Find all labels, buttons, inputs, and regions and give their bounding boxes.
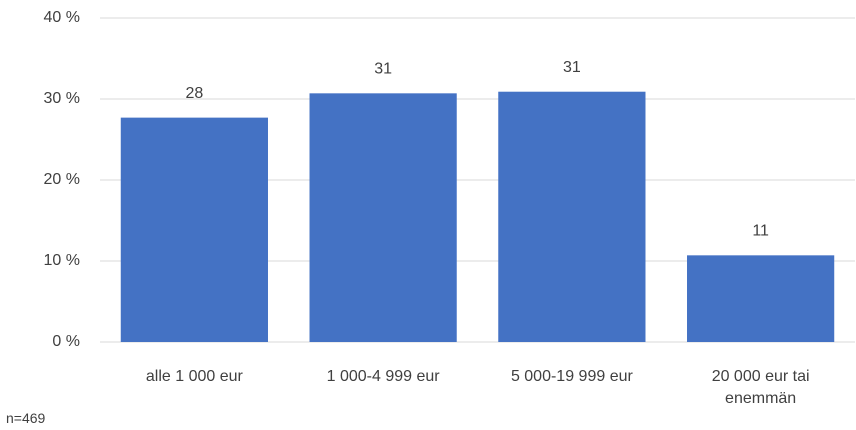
y-tick-label: 30 %: [44, 90, 80, 107]
note: n=469: [6, 410, 46, 426]
x-tick-label: 5 000-19 999 eur: [510, 368, 633, 385]
y-tick-label: 10 %: [44, 252, 80, 269]
x-tick-label: 1 000-4 999 eur: [326, 368, 440, 385]
bar: [120, 117, 268, 342]
x-tick-label: 20 000 eur tai enemmän: [711, 368, 810, 407]
y-tick-label: 40 %: [44, 9, 80, 26]
data-label: 28: [185, 85, 203, 102]
bar: [309, 93, 457, 342]
bar: [498, 91, 646, 343]
data-label: 11: [752, 223, 769, 240]
bar: [687, 255, 835, 342]
y-tick-label: 0 %: [52, 333, 80, 350]
data-label: 31: [563, 59, 581, 76]
x-tick-label: alle 1 000 eur: [145, 368, 243, 385]
y-tick-label: 20 %: [44, 171, 80, 188]
data-label: 31: [374, 61, 392, 78]
